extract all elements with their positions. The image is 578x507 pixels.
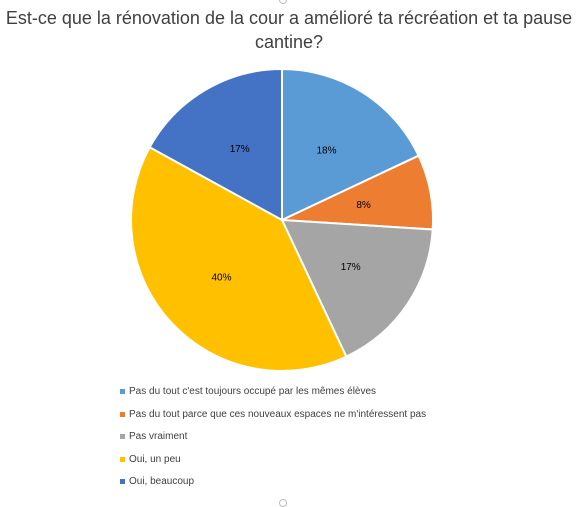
legend-label: Oui, beaucoup <box>129 476 195 487</box>
pie-slice-1[interactable] <box>281 67 420 222</box>
legend-swatch <box>120 456 125 462</box>
slice-data-label-3: 17% <box>341 262 361 273</box>
legend-swatch <box>120 479 125 484</box>
chart-resize-handle-bottom[interactable] <box>279 499 287 507</box>
legend-swatch <box>120 389 125 394</box>
pie-slice-4[interactable] <box>130 145 348 372</box>
legend-swatch <box>120 411 125 417</box>
legend-label: Pas du tout parce que ces nouveaux espac… <box>129 408 427 420</box>
slice-data-label-4: 40% <box>211 272 231 283</box>
legend-item-4[interactable]: Oui, un peu <box>120 454 560 465</box>
legend-item-1[interactable]: Pas du tout c'est toujours occupé par le… <box>120 386 560 397</box>
legend-item-5[interactable]: Oui, beaucoup <box>120 476 560 487</box>
slice-data-label-2: 8% <box>356 200 371 211</box>
pie-slice-3[interactable] <box>280 218 434 358</box>
slice-data-label-5: 17% <box>230 144 250 155</box>
pie-slice-5[interactable] <box>148 67 283 222</box>
chart-title: Est-ce que la rénovation de la cour a am… <box>5 8 573 52</box>
chart-legend: Pas du tout c'est toujours occupé par le… <box>120 386 560 499</box>
slice-data-label-1: 18% <box>316 145 336 156</box>
legend-label: Oui, un peu <box>129 453 181 465</box>
legend-swatch <box>120 434 125 439</box>
legend-item-2[interactable]: Pas du tout parce que ces nouveaux espac… <box>120 409 560 420</box>
legend-label: Pas du tout c'est toujours occupé par le… <box>129 386 377 397</box>
legend-label: Pas vraiment <box>129 431 188 442</box>
legend-item-3[interactable]: Pas vraiment <box>120 431 560 442</box>
